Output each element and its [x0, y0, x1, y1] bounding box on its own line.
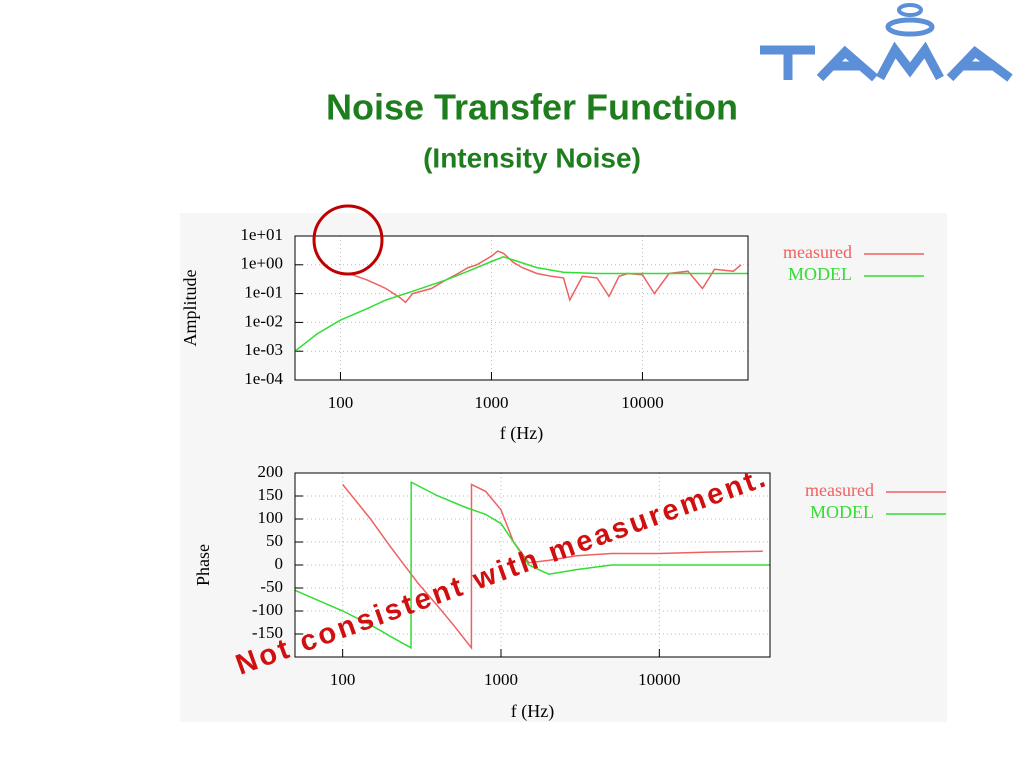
- x-tick-label: 10000: [638, 670, 681, 689]
- y-axis-label: Phase: [193, 544, 213, 586]
- y-axis-label: Amplitude: [180, 269, 200, 346]
- y-tick-label: 150: [258, 485, 284, 504]
- series-line: [340, 250, 742, 304]
- plot-frame: [294, 472, 771, 658]
- highlight-circle: [312, 204, 384, 276]
- plot-area: [295, 236, 748, 380]
- x-axis-label: f (Hz): [511, 701, 554, 722]
- x-axis-label: f (Hz): [500, 423, 543, 444]
- y-tick-label: 0: [275, 554, 284, 573]
- y-tick-label: 1e+00: [240, 254, 283, 273]
- plot-frame: [294, 235, 749, 381]
- y-tick-label: 1e-01: [244, 283, 283, 302]
- legend-label: measured: [805, 480, 874, 500]
- y-tick-label: 1e-02: [244, 311, 283, 330]
- x-tick-label: 100: [330, 670, 356, 689]
- series-line: [342, 483, 763, 650]
- legend-label: measured: [783, 242, 852, 262]
- y-tick-label: -150: [252, 623, 283, 642]
- y-tick-label: 1e+01: [240, 225, 283, 244]
- logo: [760, 3, 1013, 82]
- y-tick-label: 1e-03: [244, 340, 283, 359]
- y-tick-label: 1e-04: [244, 369, 283, 388]
- y-tick-label: -50: [260, 577, 283, 596]
- y-tick-label: 50: [266, 531, 283, 550]
- y-tick-label: -100: [252, 600, 283, 619]
- x-tick-label: 1000: [484, 670, 518, 689]
- series-line: [295, 480, 770, 650]
- x-tick-label: 10000: [621, 393, 664, 412]
- legend-label: MODEL: [810, 502, 874, 522]
- series-line: [295, 256, 748, 352]
- legend-label: MODEL: [788, 264, 852, 284]
- x-tick-label: 1000: [474, 393, 508, 412]
- slide-subtitle: (Intensity Noise): [423, 142, 641, 173]
- slide-title: Noise Transfer Function: [326, 87, 738, 128]
- x-tick-label: 100: [328, 393, 354, 412]
- y-tick-label: 200: [258, 462, 284, 481]
- y-tick-label: 100: [258, 508, 284, 527]
